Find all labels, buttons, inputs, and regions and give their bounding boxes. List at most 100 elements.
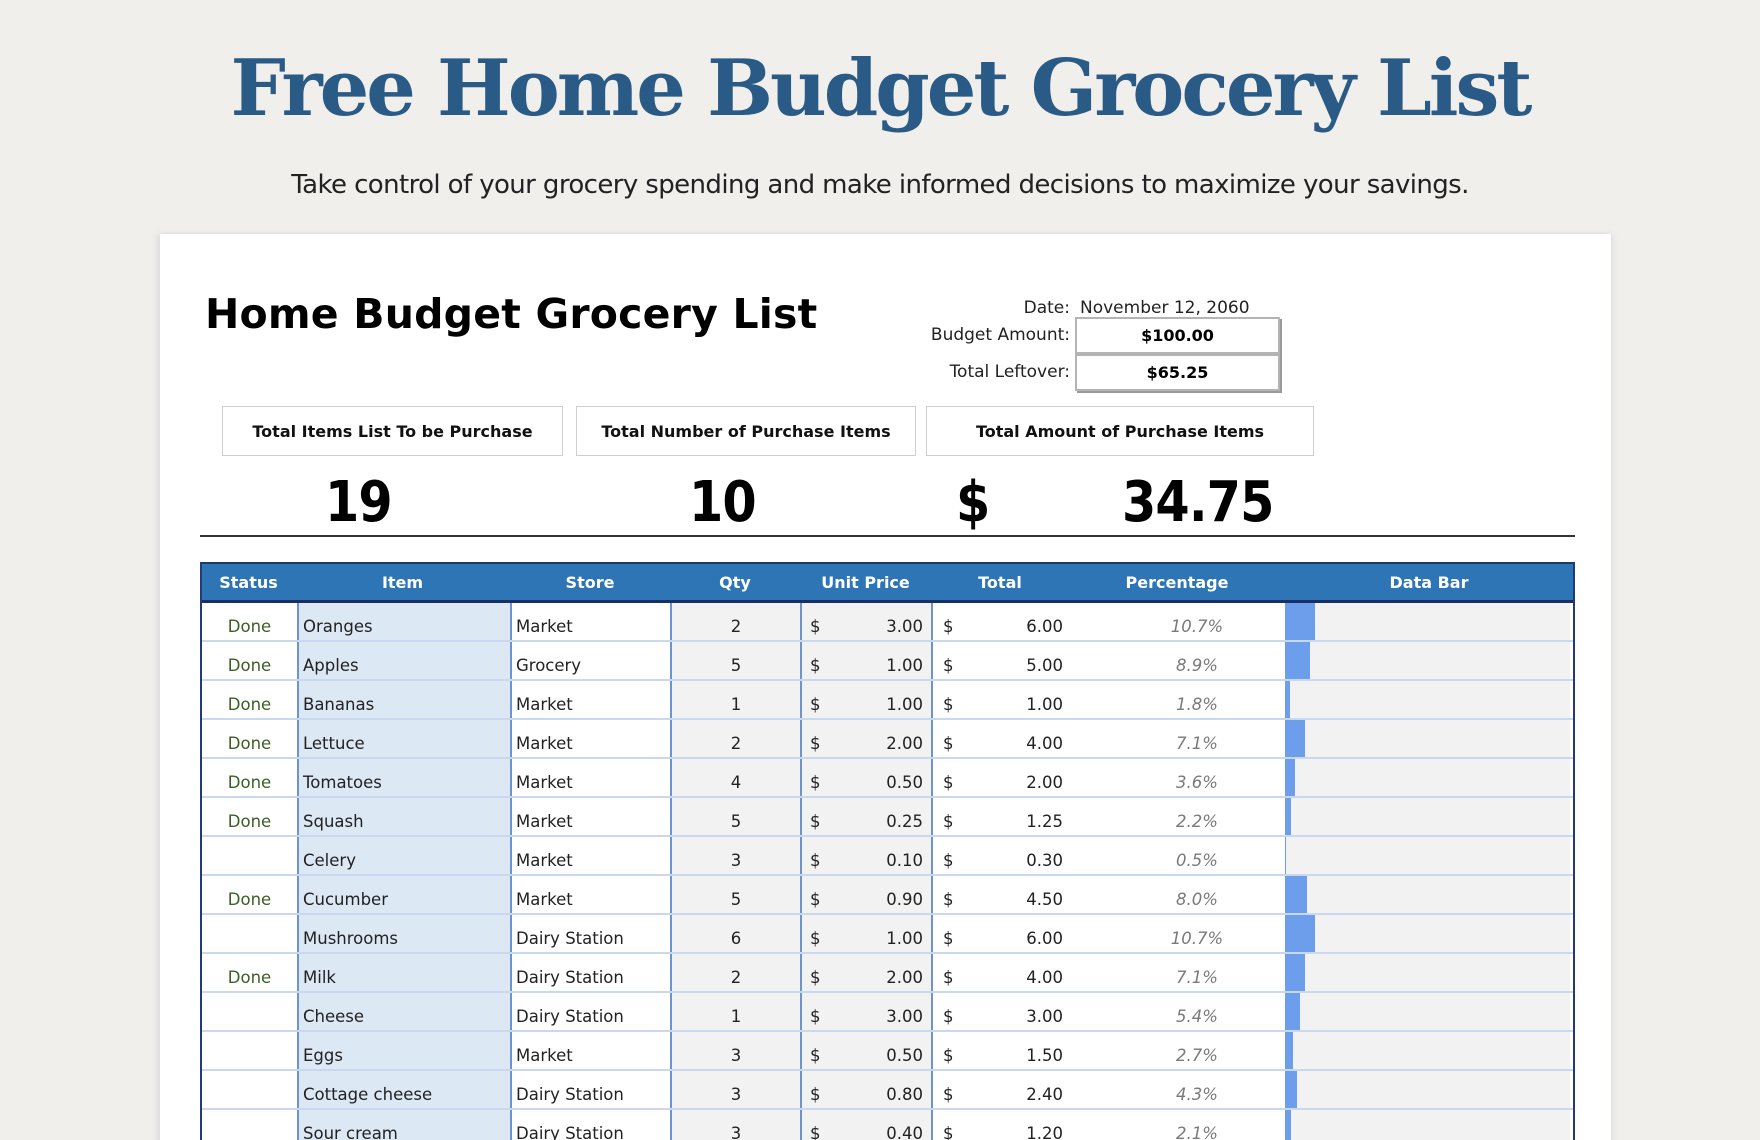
item-cell[interactable]: Cucumber — [297, 876, 510, 913]
item-cell[interactable]: Sour cream — [297, 1110, 510, 1140]
qty-cell[interactable]: 1 — [670, 993, 800, 1030]
header-total[interactable]: Total — [978, 572, 1022, 592]
status-cell[interactable]: Done — [227, 695, 272, 714]
stat-total-items-value: 19 — [325, 470, 393, 535]
total-leftover-field[interactable]: $65.25 — [1075, 354, 1280, 391]
store-cell[interactable]: Market — [510, 681, 670, 718]
grocery-table: Status Item Store Qty Unit Price Total P… — [200, 562, 1575, 1140]
item-cell[interactable]: Cheese — [297, 993, 510, 1030]
store-cell[interactable]: Grocery — [510, 642, 670, 679]
data-bar-cell — [1285, 603, 1573, 640]
item-cell[interactable]: Apples — [297, 642, 510, 679]
data-bar-cell — [1285, 1032, 1573, 1069]
unit-price-cell[interactable]: $ 3.00 — [800, 603, 931, 640]
header-data-bar[interactable]: Data Bar — [1389, 572, 1469, 592]
unit-price-cell[interactable]: $ 0.50 — [800, 1032, 931, 1069]
table-row: Cottage cheese Dairy Station 3 $ 0.80 $ … — [202, 1071, 1573, 1110]
item-cell[interactable]: Bananas — [297, 681, 510, 718]
data-bar — [1285, 876, 1308, 913]
qty-cell[interactable]: 5 — [670, 876, 800, 913]
unit-price-value: 1.00 — [886, 695, 923, 714]
percentage-cell: 3.6% — [1176, 773, 1218, 792]
unit-price-cell[interactable]: $ 0.80 — [800, 1071, 931, 1108]
qty-cell[interactable]: 2 — [670, 603, 800, 640]
item-cell[interactable]: Squash — [297, 798, 510, 835]
header-status[interactable]: Status — [219, 572, 278, 592]
store-cell[interactable]: Market — [510, 720, 670, 757]
unit-price-cell[interactable]: $ 2.00 — [800, 720, 931, 757]
unit-price-cell[interactable]: $ 0.90 — [800, 876, 931, 913]
unit-price-cell[interactable]: $ 1.00 — [800, 642, 931, 679]
percentage-cell: 10.7% — [1170, 617, 1224, 636]
status-cell[interactable]: Done — [227, 968, 272, 987]
item-cell[interactable]: Cottage cheese — [297, 1071, 510, 1108]
item-cell[interactable]: Milk — [297, 954, 510, 991]
unit-price-cell[interactable]: $ 1.00 — [800, 915, 931, 952]
stat-total-items-label: Total Items List To be Purchase — [222, 406, 563, 456]
qty-cell[interactable]: 3 — [670, 1032, 800, 1069]
store-cell[interactable]: Dairy Station — [510, 993, 670, 1030]
unit-price-value: 0.50 — [886, 773, 923, 792]
currency-symbol: $ — [810, 1085, 821, 1104]
qty-cell[interactable]: 3 — [670, 837, 800, 874]
unit-price-cell[interactable]: $ 3.00 — [800, 993, 931, 1030]
budget-amount-field[interactable]: $100.00 — [1075, 317, 1280, 354]
item-cell[interactable]: Eggs — [297, 1032, 510, 1069]
status-cell[interactable]: Done — [227, 890, 272, 909]
store-cell[interactable]: Market — [510, 603, 670, 640]
status-cell[interactable]: Done — [227, 617, 272, 636]
status-cell[interactable] — [202, 1032, 297, 1069]
total-cell: $ 1.25 — [931, 798, 1069, 835]
store-cell[interactable]: Dairy Station — [510, 1071, 670, 1108]
item-cell[interactable]: Oranges — [297, 603, 510, 640]
table-row: Done Lettuce Market 2 $ 2.00 $ 4.00 7.1% — [202, 720, 1573, 759]
qty-cell[interactable]: 2 — [670, 954, 800, 991]
status-cell[interactable] — [202, 837, 297, 874]
status-cell[interactable] — [202, 1110, 297, 1140]
header-qty[interactable]: Qty — [719, 572, 751, 592]
status-cell[interactable]: Done — [227, 773, 272, 792]
qty-cell[interactable]: 5 — [670, 798, 800, 835]
status-cell[interactable] — [202, 993, 297, 1030]
store-cell[interactable]: Market — [510, 1032, 670, 1069]
store-cell[interactable]: Market — [510, 798, 670, 835]
item-cell[interactable]: Mushrooms — [297, 915, 510, 952]
total-value: 4.00 — [1026, 734, 1063, 753]
unit-price-cell[interactable]: $ 0.50 — [800, 759, 931, 796]
unit-price-cell[interactable]: $ 1.00 — [800, 681, 931, 718]
store-cell[interactable]: Dairy Station — [510, 1110, 670, 1140]
status-cell[interactable] — [202, 1071, 297, 1108]
qty-cell[interactable]: 3 — [670, 1110, 800, 1140]
percentage-cell: 2.2% — [1176, 812, 1218, 831]
item-cell[interactable]: Tomatoes — [297, 759, 510, 796]
status-cell[interactable]: Done — [227, 656, 272, 675]
store-cell[interactable]: Dairy Station — [510, 915, 670, 952]
unit-price-cell[interactable]: $ 0.10 — [800, 837, 931, 874]
percentage-cell: 4.3% — [1176, 1085, 1218, 1104]
date-value[interactable]: November 12, 2060 — [1080, 298, 1250, 318]
header-percentage[interactable]: Percentage — [1125, 572, 1229, 592]
qty-cell[interactable]: 5 — [670, 642, 800, 679]
item-cell[interactable]: Celery — [297, 837, 510, 874]
status-cell[interactable]: Done — [227, 812, 272, 831]
qty-cell[interactable]: 4 — [670, 759, 800, 796]
item-cell[interactable]: Lettuce — [297, 720, 510, 757]
unit-price-cell[interactable]: $ 2.00 — [800, 954, 931, 991]
percentage-cell: 2.7% — [1176, 1046, 1218, 1065]
status-cell[interactable]: Done — [227, 734, 272, 753]
status-cell[interactable] — [202, 915, 297, 952]
qty-cell[interactable]: 6 — [670, 915, 800, 952]
header-store[interactable]: Store — [565, 572, 615, 592]
qty-cell[interactable]: 1 — [670, 681, 800, 718]
store-cell[interactable]: Market — [510, 837, 670, 874]
unit-price-cell[interactable]: $ 0.40 — [800, 1110, 931, 1140]
store-cell[interactable]: Dairy Station — [510, 954, 670, 991]
qty-cell[interactable]: 3 — [670, 1071, 800, 1108]
qty-cell[interactable]: 2 — [670, 720, 800, 757]
header-unit-price[interactable]: Unit Price — [821, 572, 910, 592]
unit-price-cell[interactable]: $ 0.25 — [800, 798, 931, 835]
store-cell[interactable]: Market — [510, 759, 670, 796]
header-item[interactable]: Item — [381, 572, 424, 592]
store-cell[interactable]: Market — [510, 876, 670, 913]
currency-symbol: $ — [810, 851, 821, 870]
